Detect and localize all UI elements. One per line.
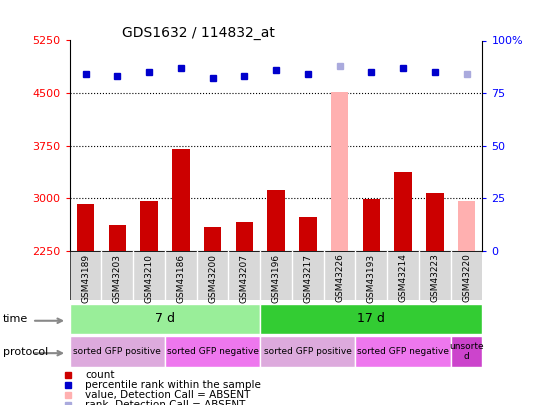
Text: GSM43226: GSM43226 <box>335 254 344 303</box>
Text: GSM43210: GSM43210 <box>145 254 153 303</box>
Text: GSM43220: GSM43220 <box>462 254 471 303</box>
FancyBboxPatch shape <box>451 336 482 367</box>
Text: protocol: protocol <box>3 347 48 356</box>
Text: unsorte
d: unsorte d <box>449 342 484 361</box>
Bar <box>394 173 412 251</box>
Text: GSM43217: GSM43217 <box>303 254 312 303</box>
Text: sorted GFP negative: sorted GFP negative <box>167 347 258 356</box>
Bar <box>426 193 443 251</box>
Text: GSM43214: GSM43214 <box>399 254 407 303</box>
FancyBboxPatch shape <box>70 304 260 334</box>
Text: GSM43189: GSM43189 <box>81 254 90 303</box>
FancyBboxPatch shape <box>70 251 482 300</box>
Text: sorted GFP positive: sorted GFP positive <box>73 347 161 356</box>
Text: sorted GFP negative: sorted GFP negative <box>357 347 449 356</box>
Text: time: time <box>3 314 28 324</box>
Text: percentile rank within the sample: percentile rank within the sample <box>85 380 261 390</box>
Bar <box>362 199 380 251</box>
FancyBboxPatch shape <box>355 336 451 367</box>
Text: GDS1632 / 114832_at: GDS1632 / 114832_at <box>122 26 275 40</box>
Text: GSM43200: GSM43200 <box>208 254 217 303</box>
Text: 7 d: 7 d <box>155 312 175 326</box>
FancyBboxPatch shape <box>260 336 355 367</box>
FancyBboxPatch shape <box>70 336 165 367</box>
Bar <box>140 201 158 251</box>
Bar <box>331 92 348 251</box>
Text: 17 d: 17 d <box>358 312 385 326</box>
Bar <box>299 217 317 251</box>
Text: GSM43186: GSM43186 <box>176 254 185 303</box>
Text: GSM43223: GSM43223 <box>430 254 440 303</box>
FancyBboxPatch shape <box>165 336 260 367</box>
Bar <box>77 204 94 251</box>
Text: count: count <box>85 370 115 380</box>
Bar <box>458 201 475 251</box>
Text: value, Detection Call = ABSENT: value, Detection Call = ABSENT <box>85 390 250 400</box>
Bar <box>204 226 221 251</box>
Bar <box>172 149 190 251</box>
Text: GSM43207: GSM43207 <box>240 254 249 303</box>
FancyBboxPatch shape <box>260 304 482 334</box>
Text: sorted GFP positive: sorted GFP positive <box>264 347 352 356</box>
Bar <box>267 190 285 251</box>
Text: GSM43196: GSM43196 <box>272 254 280 303</box>
Text: GSM43203: GSM43203 <box>113 254 122 303</box>
Bar <box>109 225 126 251</box>
Text: rank, Detection Call = ABSENT: rank, Detection Call = ABSENT <box>85 400 245 405</box>
Text: GSM43193: GSM43193 <box>367 254 376 303</box>
Bar <box>235 222 253 251</box>
